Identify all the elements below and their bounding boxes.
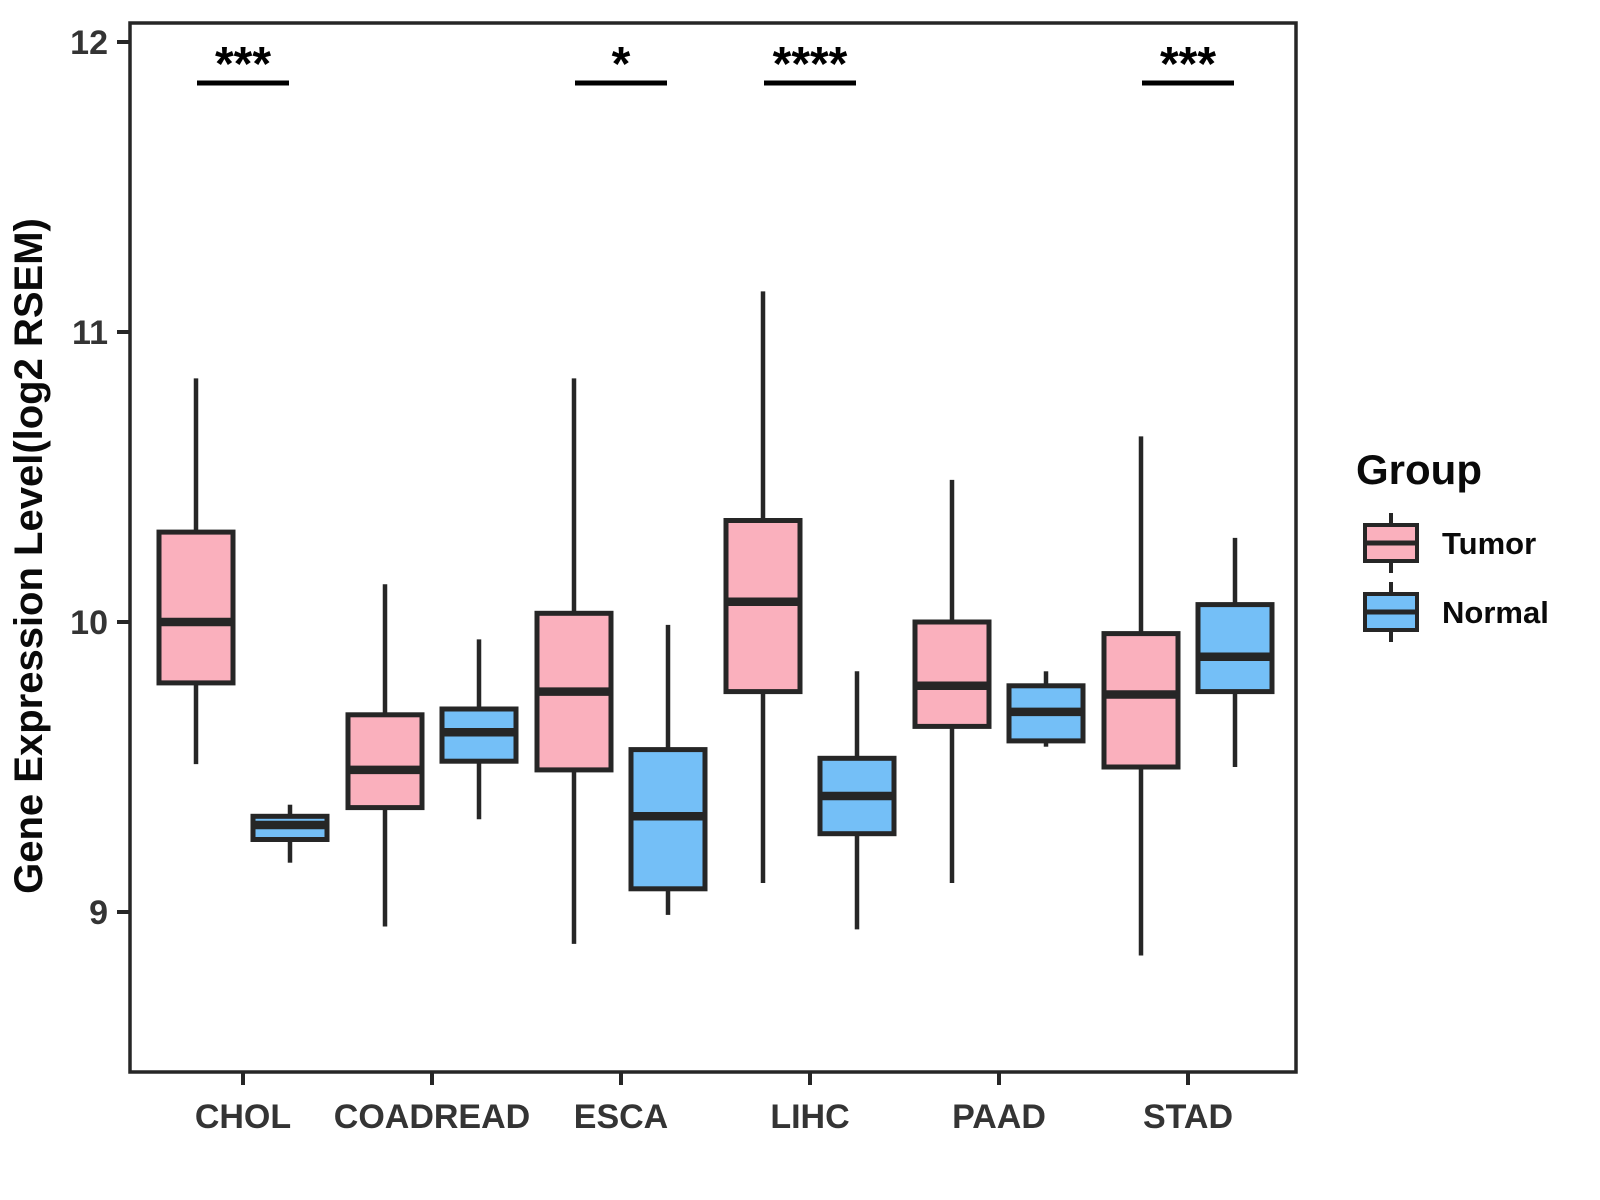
y-tick-label: 12	[70, 24, 108, 62]
x-tick-label-lihc: LIHC	[770, 1098, 849, 1136]
panel-border	[128, 21, 1298, 1074]
significance-stars-esca: *	[612, 38, 631, 91]
legend-key-tumor	[1363, 513, 1419, 573]
box-tumor-coadread	[345, 712, 425, 811]
legend-key-normal	[1363, 582, 1419, 642]
x-tick-label-esca: ESCA	[574, 1098, 668, 1136]
y-tick-label: 11	[72, 314, 108, 352]
legend-label-normal: Normal	[1442, 595, 1549, 630]
y-tick-label: 10	[70, 604, 108, 642]
y-tick-label: 9	[89, 894, 108, 932]
x-tick-label-chol: CHOL	[195, 1098, 291, 1136]
significance-stars-stad: ***	[1160, 38, 1216, 91]
box-tumor-stad	[1101, 631, 1181, 770]
legend: Tumor Normal	[1363, 513, 1549, 642]
significance-stars-chol: ***	[215, 38, 271, 91]
x-tick-label-stad: STAD	[1143, 1098, 1233, 1136]
x-tick-label-paad: PAAD	[952, 1098, 1046, 1136]
legend-label-tumor: Tumor	[1442, 526, 1536, 561]
x-tick-label-coadread: COADREAD	[334, 1098, 530, 1136]
box-tumor-paad	[912, 619, 992, 729]
box-tumor-lihc	[723, 518, 803, 695]
box-normal-stad	[1195, 602, 1275, 695]
y-axis-title: Gene Expression Level(log2 RSEM)	[7, 218, 51, 894]
significance-stars-lihc: ****	[773, 38, 848, 91]
legend-title: Group	[1356, 446, 1482, 493]
box-tumor-chol	[156, 529, 236, 686]
